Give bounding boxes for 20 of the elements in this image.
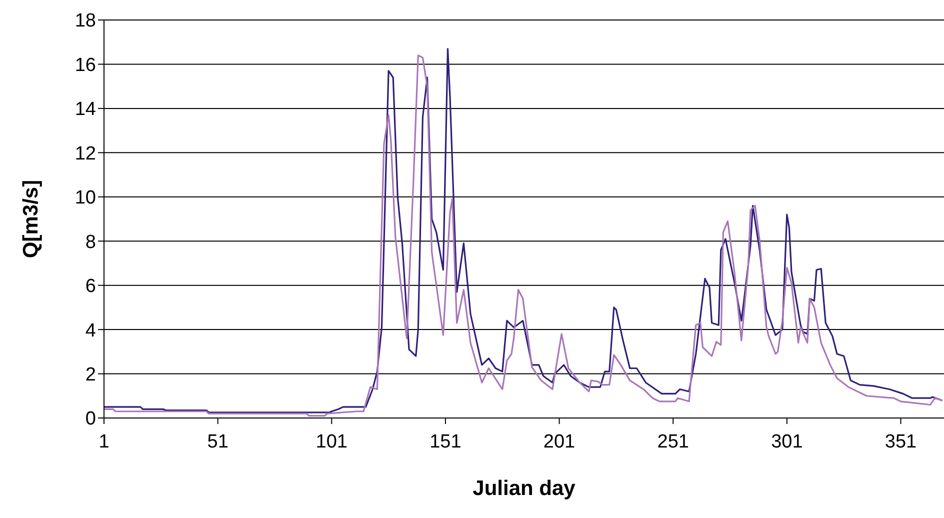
y-tick-label: 18 — [74, 10, 96, 32]
y-tick-label: 2 — [85, 364, 96, 386]
y-tick-label: 16 — [74, 54, 96, 76]
y-tick-label: 12 — [74, 143, 96, 164]
x-tick-label: 251 — [657, 431, 689, 452]
y-tick-label: 8 — [85, 232, 96, 253]
x-tick-label: 1 — [98, 431, 110, 452]
y-tick-label: 4 — [85, 320, 96, 342]
y-tick-label: 10 — [74, 188, 96, 209]
x-axis-title: Julian day — [472, 477, 576, 500]
x-tick-label: 351 — [884, 431, 917, 452]
y-axis-title: Q[m3/s] — [19, 180, 42, 258]
x-tick-label: 51 — [207, 431, 228, 452]
x-tick-label: 101 — [316, 431, 348, 452]
y-tick-label: 14 — [74, 99, 96, 120]
y-tick-label: 0 — [85, 408, 96, 430]
y-tick-label: 6 — [85, 276, 96, 298]
x-tick-label: 301 — [771, 431, 803, 452]
x-tick-label: 151 — [430, 431, 462, 452]
x-tick-label: 201 — [543, 431, 576, 452]
